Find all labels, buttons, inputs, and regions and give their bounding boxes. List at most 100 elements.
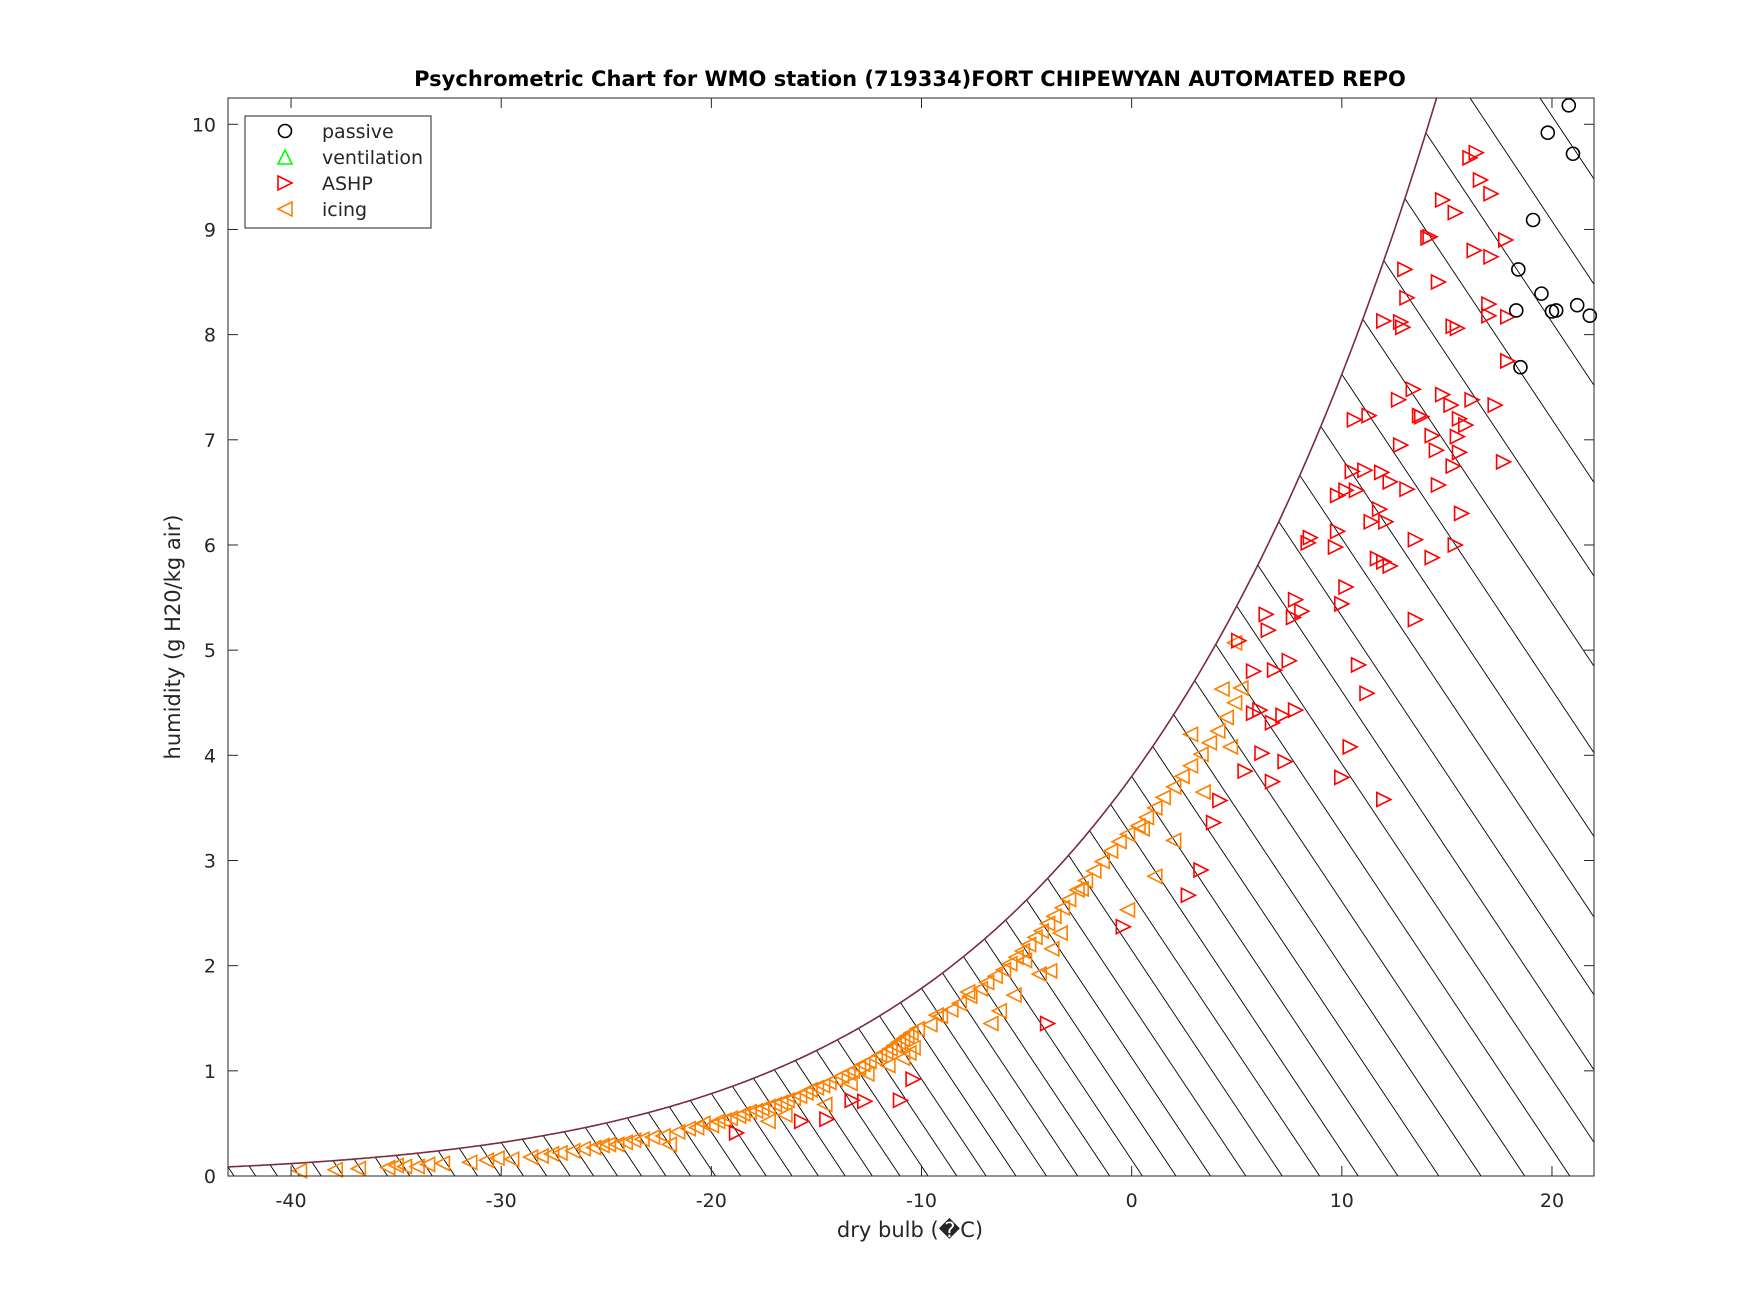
ashp-legend-marker [277,174,294,192]
legend-items: passive ventilation ASHP icing [276,121,423,221]
ashp-point [1252,701,1269,719]
ashp-point [1376,312,1393,330]
ashp-point [1449,428,1467,445]
constant-line [1341,374,1595,754]
constant-line [1362,318,1595,667]
icing-point [1129,817,1146,835]
y-tick-label: 2 [204,956,216,978]
icing-point [1164,778,1182,796]
constant-line [1152,746,1440,1177]
constant-line [1026,899,1211,1177]
ashp-point [1350,656,1368,674]
constant-line [1215,644,1571,1177]
ashp-point [1371,500,1389,518]
chart-title: Psychrometric Chart for WMO station (719… [414,67,1406,91]
ashp-point [1407,531,1425,548]
icing-point [488,1149,505,1167]
y-axis: 0 1 2 3 4 5 6 7 8 9 10 [192,114,1594,1188]
icing-point [746,1102,764,1120]
ashp-point [1237,762,1254,780]
y-tick-label: 10 [192,114,216,136]
constant-line [311,1161,322,1177]
ashp-point [1434,386,1452,403]
ashp-point [1378,513,1395,531]
constant-line [458,1148,478,1177]
icing-point [858,1065,875,1083]
icing-point [1085,862,1102,880]
icing-point [502,1150,520,1168]
ashp-point [1342,738,1359,756]
icing-point [433,1155,451,1172]
icing-point [986,967,1003,985]
icing-point [290,1162,308,1179]
legend-box [244,115,432,229]
icing-point [1164,832,1182,849]
ashp-point [1447,204,1465,221]
constant-line [1110,804,1359,1177]
ashp-point [1481,295,1498,313]
ashp-point [728,1124,746,1142]
constant-line [353,1158,366,1177]
y-tick-label: 8 [204,325,216,347]
icing-point [885,1037,903,1054]
passive-point [1569,297,1585,313]
passive-point [1561,98,1577,113]
icing-point [1045,907,1062,925]
constant-line [1539,97,1595,180]
icing-point [1209,722,1226,740]
icing-point [881,1040,898,1057]
icing-point [1133,820,1150,838]
icing-point [740,1103,758,1121]
ashp-point [1481,307,1498,324]
icing-point [950,995,968,1012]
icing-point [1093,853,1110,870]
icing-point [958,983,976,1001]
icing-point [994,961,1012,979]
constant-line [521,1138,548,1177]
icing-point [904,1039,921,1056]
icing-point [961,987,978,1005]
icing-point [460,1154,478,1171]
ashp-point [1382,473,1399,491]
icing-point [1146,868,1163,885]
icing-point [971,980,989,998]
ashp-point [1428,442,1446,459]
icing-point [1013,942,1031,960]
icing-point [387,1157,404,1174]
ashp-point [1294,602,1311,620]
ashp-point [1462,149,1479,167]
constant-line [942,972,1079,1177]
marker-group [290,98,1598,1179]
icing-point [849,1059,867,1076]
icing-point [593,1137,610,1154]
ashp-point [1264,714,1282,731]
icing-point [1043,940,1060,958]
icing-point [765,1096,783,1113]
ashp-point [1472,171,1490,189]
ashp-point [1115,918,1133,935]
icing-point [1194,783,1211,801]
constant-line [1425,132,1595,386]
passive-point [1525,212,1541,228]
ashp-point [905,1070,922,1088]
ashp-point [1348,482,1366,499]
passive-point [1534,286,1549,301]
icing-point [801,1081,818,1099]
legend: passive ventilation ASHP icing [244,115,432,229]
constant-line [647,1112,691,1177]
constant-line [1278,521,1595,996]
ashp-point [1285,609,1303,626]
passive-legend-marker [277,123,293,139]
ashp-point [892,1092,910,1109]
ashp-point [1376,791,1393,808]
icing-point [349,1160,367,1177]
constant-line [1299,475,1595,918]
icing-point [542,1145,560,1163]
icing-point [889,1034,907,1051]
constant-line [984,938,1143,1177]
ashp-point [1212,792,1229,809]
icing-point [1192,746,1209,763]
ashp-point [1495,453,1513,471]
ashp-point [1399,480,1416,498]
icing-point [1051,924,1068,942]
